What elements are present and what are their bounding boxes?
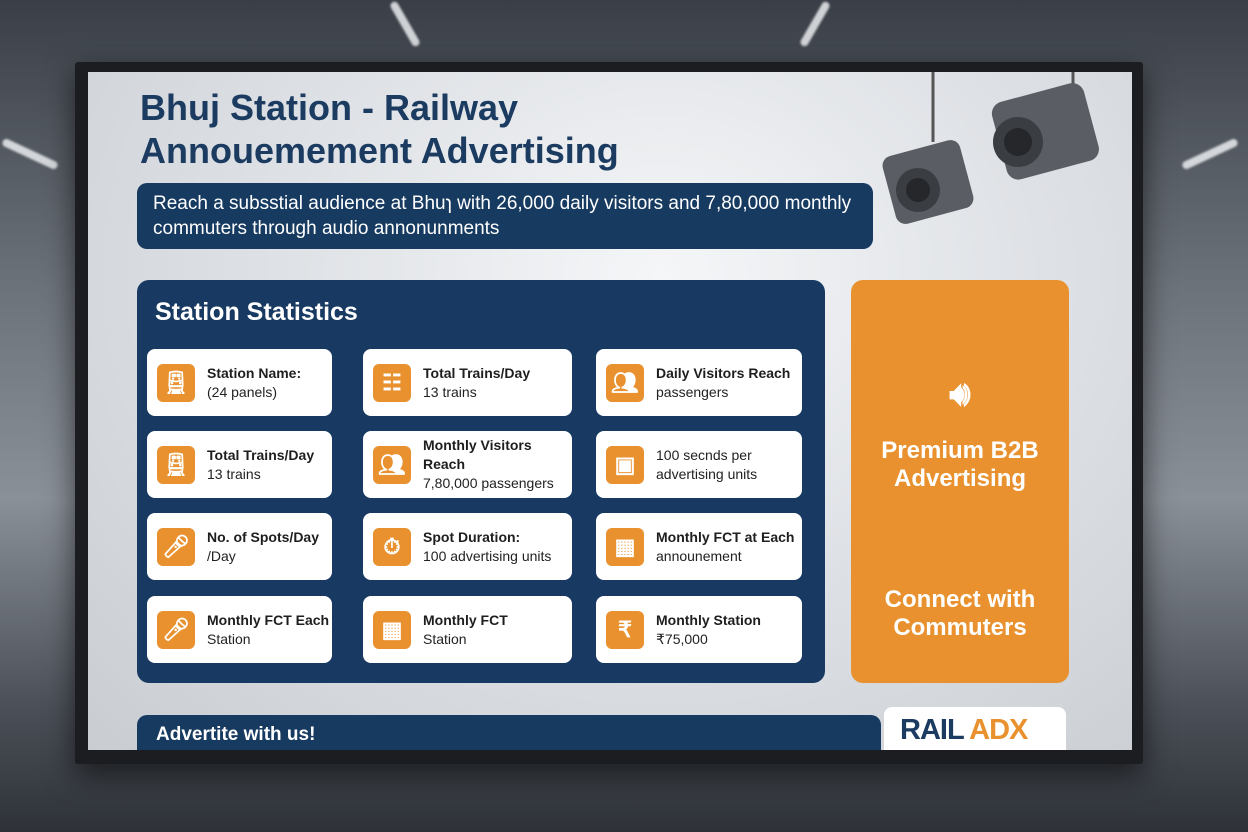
stats-heading: Station Statistics [155, 298, 358, 326]
stat-label: Total Trains/Day [423, 364, 531, 381]
cta-bar: Advertite with us! [137, 715, 881, 750]
stat-card: ▦ Monthly FCT Station [363, 596, 572, 663]
stat-text: Spot Duration: 100 advertising units [423, 528, 551, 566]
stat-text: No. of Spots/Day/Day [207, 528, 319, 566]
stat-value: /Day [207, 547, 236, 564]
stat-value: Station [423, 630, 467, 647]
subtitle-banner: Reach a subsstial audience at Bhuɿ with … [137, 183, 873, 249]
stat-label: Monthly Station [656, 611, 761, 628]
people-icon: 👥︎ [373, 445, 411, 484]
promo-panel: 🔊︎ Premium B2B Advertising Connect with … [851, 280, 1069, 683]
track-icon: ☷ [373, 363, 411, 402]
promo-premium: Premium B2B Advertising [881, 437, 1039, 492]
stat-label: Monthly FCT at Each [656, 528, 795, 545]
stat-text: Monthly Visitors Reach 7,80,000 passenger… [423, 436, 572, 493]
stat-label: Station Name: [207, 364, 302, 381]
stat-value: Station [207, 630, 251, 647]
stat-card: 👥︎ Monthly Visitors Reach 7,80,000 passen… [363, 431, 572, 498]
rail-adx-logo: RAIL ADX [884, 707, 1066, 750]
calendar-icon: ▦ [606, 527, 644, 566]
stat-value: ₹75,000 [656, 630, 708, 647]
stat-text: Daily Visitors Reach passengers [656, 364, 790, 402]
stat-card: ▦ Monthly FCT at Each announement [596, 513, 802, 580]
stat-value: 13 trains [423, 383, 477, 400]
stat-text: Station Name: (24 panels) [207, 364, 301, 402]
stat-text: Total Trains/Day 13 trains [423, 364, 530, 402]
stat-text: Monthly FCT Each Station [207, 611, 329, 649]
stat-text: Monthly Station ₹75,000 [656, 611, 761, 649]
stat-card: 👥︎ Daily Visitors Reach passengers [596, 349, 802, 416]
page-title: Bhuj Station - Railway Annouemement Adve… [140, 86, 619, 172]
cta-text: Advertite with us! [156, 724, 316, 745]
stat-label: Monthly Visitors Reach [423, 437, 532, 472]
stat-value: 13 trains [207, 465, 261, 482]
train-icon: 🚆︎ [157, 445, 195, 484]
stat-label: Spot Duration: [423, 528, 521, 545]
train-icon: 🚆︎ [157, 363, 195, 402]
rupee-icon: ₹ [606, 610, 644, 649]
sound-icon: 🔊︎ [949, 375, 971, 413]
stat-text: Monthly FCT at Each announement [656, 528, 794, 566]
promo-connect: Connect with Commuters [884, 586, 1036, 641]
stat-card: ⏱︎ Spot Duration: 100 advertising units [363, 513, 572, 580]
box-icon: ▣ [606, 445, 644, 484]
calendar-icon: ▦ [373, 610, 411, 649]
stat-value: 100 secnds per advertising units [656, 446, 758, 482]
stat-text: 100 secnds per advertising units [656, 446, 802, 484]
stat-label: No. of Spots/Day [207, 528, 320, 545]
microphone-icon: 🎤︎ [157, 610, 195, 649]
stat-value: (24 panels) [207, 383, 278, 400]
stat-card: 🚆︎ Total Trains/Day 13 trains [147, 431, 332, 498]
stat-value: passengers [656, 383, 729, 400]
stat-card: 🎤︎ No. of Spots/Day/Day [147, 513, 332, 580]
stat-label: Daily Visitors Reach [656, 364, 791, 381]
ad-screen: Bhuj Station - Railway Annouemement Adve… [88, 72, 1132, 750]
stat-card: ₹ Monthly Station ₹75,000 [596, 596, 802, 663]
stat-text: Total Trains/Day 13 trains [207, 446, 314, 484]
people-icon: 👥︎ [606, 363, 644, 402]
stat-value: 7,80,000 passengers [423, 475, 554, 491]
stat-label: Total Trains/Day [207, 446, 315, 463]
stopwatch-icon: ⏱︎ [373, 527, 411, 566]
stat-card: 🎤︎ Monthly FCT Each Station [147, 596, 332, 663]
stat-card: 🚆︎ Station Name: (24 panels) [147, 349, 332, 416]
stat-card: ☷ Total Trains/Day 13 trains [363, 349, 572, 416]
stat-label: Monthly FCT [423, 611, 508, 628]
stat-card: ▣ 100 secnds per advertising units [596, 431, 802, 498]
stat-text: Monthly FCT Station [423, 611, 508, 649]
stat-value: 100 advertising units [423, 547, 552, 564]
title-line-1: Bhuj Station - Railway [140, 87, 519, 128]
title-line-2: Annouemement Advertising [140, 130, 619, 171]
stat-value: announement [656, 547, 742, 564]
station-statistics-panel: Station Statistics 🚆︎ Station Name: (24 p… [137, 280, 825, 683]
speaker-icon [882, 72, 1099, 224]
stat-label: Monthly FCT Each [207, 611, 330, 628]
microphone-icon: 🎤︎ [157, 527, 195, 566]
